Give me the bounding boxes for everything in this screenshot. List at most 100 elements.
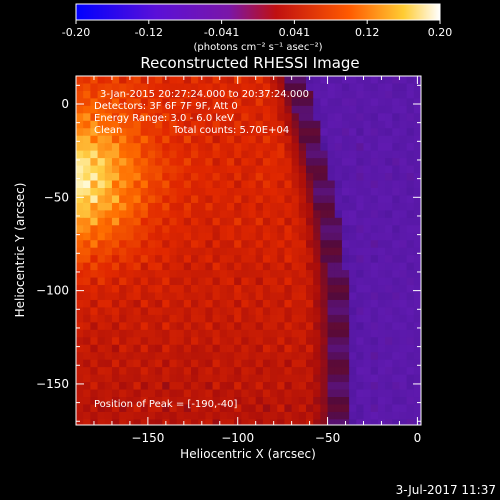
heatmap-cell (90, 113, 99, 122)
heatmap-cell (284, 240, 293, 249)
heatmap-cell (327, 173, 336, 182)
heatmap-cell (155, 352, 163, 361)
heatmap-cell (270, 344, 278, 353)
heatmap-cell (327, 120, 336, 129)
heatmap-cell (90, 90, 99, 99)
heatmap-cell (298, 98, 307, 107)
heatmap-cell (212, 105, 221, 114)
heatmap-cell (147, 240, 156, 249)
heatmap-cell (76, 187, 84, 197)
heatmap-cell (277, 337, 286, 346)
heatmap-cell (169, 150, 178, 159)
heatmap-cell (421, 181, 429, 189)
heatmap-cell (198, 337, 206, 346)
heatmap-cell (90, 352, 99, 361)
heatmap-cell (104, 187, 113, 197)
heatmap-cell (169, 165, 178, 174)
heatmap-cell (97, 113, 106, 122)
heatmap-cell (140, 232, 149, 241)
heatmap-cell (341, 232, 350, 241)
heatmap-cell (406, 419, 415, 425)
heatmap-cell (291, 90, 300, 99)
heatmap-cell (356, 143, 365, 152)
heatmap-cell (198, 83, 206, 92)
heatmap-cell (363, 150, 372, 159)
heatmap-cell (291, 397, 300, 406)
heatmap-cell (277, 329, 286, 338)
heatmap-cell (198, 307, 206, 316)
heatmap-cell (198, 397, 206, 406)
heatmap-cell (226, 382, 235, 391)
heatmap-cell (349, 329, 357, 338)
heatmap-cell (421, 121, 429, 129)
heatmap-cell (147, 135, 156, 144)
heatmap-cell (313, 135, 321, 144)
heatmap-cell (370, 105, 379, 114)
heatmap-cell (320, 195, 329, 204)
heatmap-cell (406, 135, 415, 144)
heatmap-cell (291, 307, 300, 316)
heatmap-cell (205, 128, 214, 137)
heatmap-cell (212, 150, 221, 159)
heatmap-cell (385, 225, 393, 234)
heatmap-cell (119, 247, 127, 256)
heatmap-cell (133, 359, 142, 368)
heatmap-cell (119, 225, 127, 234)
annotation-counts: Total counts: 5.70E+04 (172, 125, 289, 136)
heatmap-cell (241, 210, 250, 219)
heatmap-cell (291, 359, 300, 368)
heatmap-cell (212, 158, 221, 167)
heatmap-cell (421, 427, 429, 435)
heatmap-cell (255, 262, 264, 271)
heatmap-cell (83, 210, 91, 219)
heatmap-cell (226, 344, 235, 353)
heatmap-cell (234, 143, 242, 152)
heatmap-cell (111, 419, 120, 425)
heatmap-cell (191, 382, 199, 391)
heatmap-cell (176, 187, 185, 197)
heatmap-cell (183, 382, 192, 391)
heatmap-cell (262, 292, 271, 301)
heatmap-cell (104, 337, 113, 346)
heatmap-cell (385, 120, 393, 129)
heatmap-cell (270, 240, 278, 249)
heatmap-cell (119, 83, 127, 92)
heatmap-cell (97, 359, 106, 368)
heatmap-cell (219, 285, 228, 294)
heatmap-cell (205, 247, 214, 256)
heatmap-cell (377, 158, 386, 167)
heatmap-cell (212, 374, 221, 383)
heatmap-cell (241, 143, 250, 152)
heatmap-cell (234, 210, 242, 219)
heatmap-cell (111, 113, 120, 122)
heatmap-cell (298, 240, 307, 249)
heatmap-cell (183, 352, 192, 361)
heatmap-cell (363, 322, 372, 331)
heatmap-cell (349, 322, 357, 331)
heatmap-cell (97, 173, 106, 182)
heatmap-cell (126, 98, 135, 107)
heatmap-cell (298, 210, 307, 219)
heatmap-cell (356, 210, 365, 219)
heatmap-cell (413, 150, 421, 159)
heatmap-cell (370, 210, 379, 219)
heatmap-cell (248, 247, 257, 256)
heatmap-cell (356, 135, 365, 144)
heatmap-cell (262, 389, 271, 398)
heatmap-cell (155, 404, 163, 413)
heatmap-cell (399, 337, 408, 346)
heatmap-cell (270, 76, 278, 85)
heatmap-cell (176, 397, 185, 406)
heatmap-cell (176, 225, 185, 234)
heatmap-cell (76, 382, 84, 391)
heatmap-cell (306, 225, 314, 234)
heatmap-cell (241, 217, 250, 226)
heatmap-cell (241, 314, 250, 323)
heatmap-cell (277, 173, 286, 182)
heatmap-cell (191, 404, 199, 413)
heatmap-cell (370, 240, 379, 249)
heatmap-cell (356, 247, 365, 256)
heatmap-cell (191, 292, 199, 301)
heatmap-cell (421, 188, 429, 196)
heatmap-cell (399, 262, 408, 271)
